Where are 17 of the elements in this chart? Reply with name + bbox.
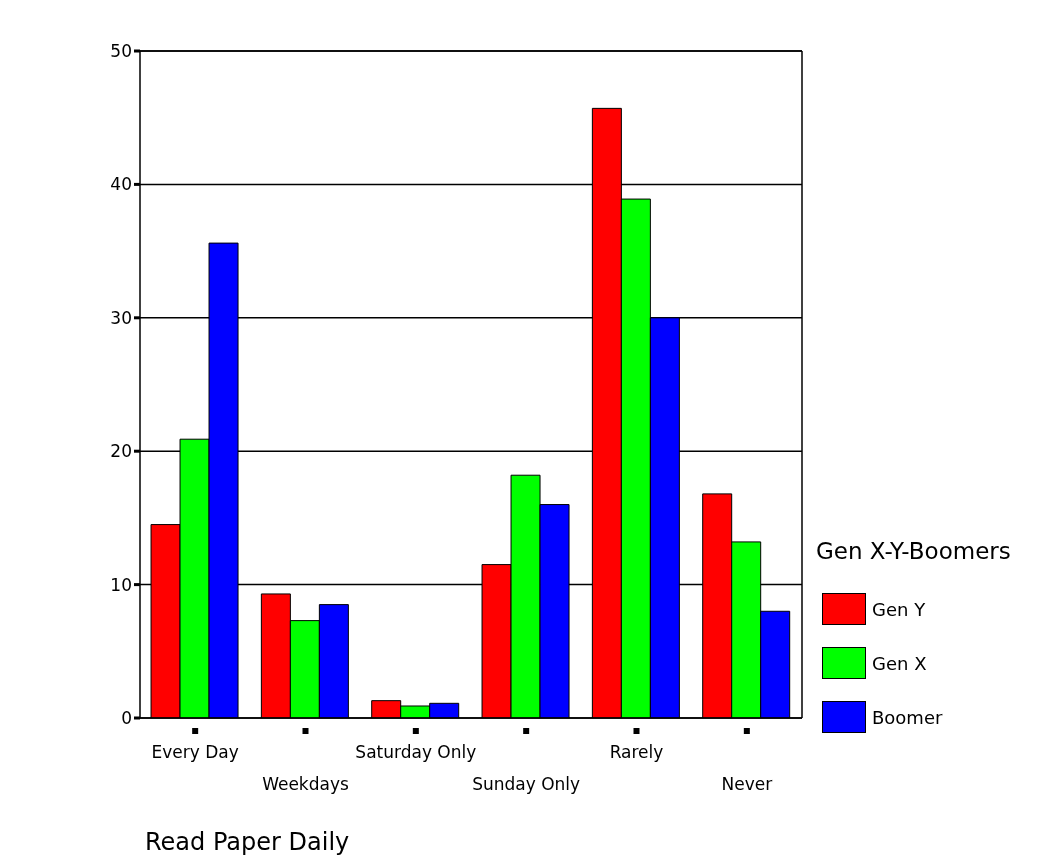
legend-label: Gen X xyxy=(872,652,927,674)
x-tick-label: Weekdays xyxy=(262,774,349,794)
x-tick-label: Never xyxy=(721,774,773,794)
x-tick-label: Every Day xyxy=(151,742,239,762)
x-tick-label: Sunday Only xyxy=(472,774,581,794)
y-tick-label: 40 xyxy=(110,174,132,195)
y-tick-label: 20 xyxy=(110,441,132,462)
legend-label: Gen Y xyxy=(872,598,926,620)
x-axis-title: Read Paper Daily xyxy=(145,828,350,856)
y-tick-label: 30 xyxy=(110,307,132,328)
y-tick-label: 0 xyxy=(121,708,132,729)
y-tick-label: 50 xyxy=(110,41,132,62)
x-tick-label: Rarely xyxy=(609,742,664,762)
legend-title: Gen X-Y-Boomers xyxy=(816,538,1011,564)
legend-label: Boomer xyxy=(872,706,943,728)
y-tick-label: 10 xyxy=(110,574,132,595)
x-tick-label: Saturday Only xyxy=(355,742,477,762)
